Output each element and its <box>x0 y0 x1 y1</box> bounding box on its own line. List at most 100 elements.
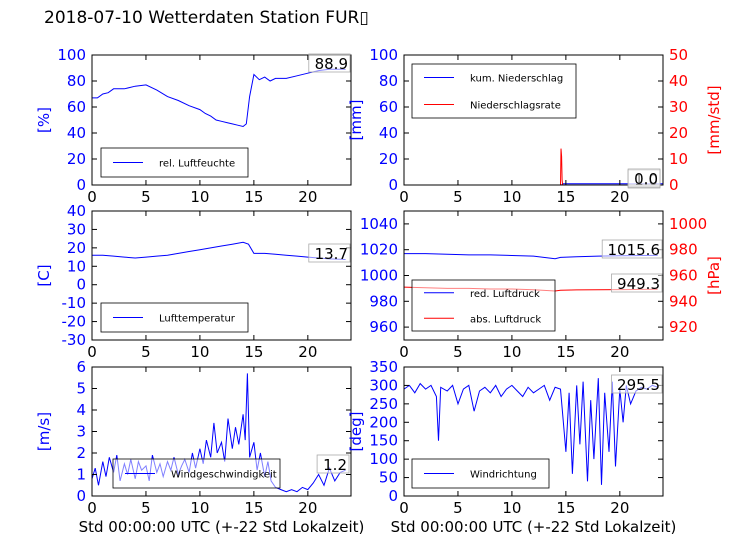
y-tick-label: -20 <box>62 313 87 331</box>
x-tick-label: 5 <box>453 499 463 517</box>
x-axis-label: Std 00:00:00 UTC (+-22 Std Lokalzeit) <box>391 518 677 536</box>
y-tick-label: 50 <box>379 469 398 487</box>
series-line-precip-1 <box>404 148 663 186</box>
axes-frame <box>91 210 352 341</box>
x-tick-label: 0 <box>399 499 409 517</box>
y-tick-label: 1000 <box>360 267 398 285</box>
x-tick-label: 10 <box>190 188 209 206</box>
x-tick-label: 15 <box>244 499 263 517</box>
x-tick-label: 10 <box>502 343 521 361</box>
y2-tick-label: 40 <box>669 72 688 90</box>
y-tick-label: 100 <box>369 46 398 64</box>
legend-label: Niederschlagsrate <box>470 101 561 112</box>
x-tick-label: 15 <box>556 343 575 361</box>
value-label-box <box>611 374 663 394</box>
y-tick-label: 0 <box>76 176 86 194</box>
x-tick-label: 10 <box>502 499 521 517</box>
y-tick-label: 100 <box>57 46 86 64</box>
y2-tick-label: 20 <box>669 124 688 142</box>
legend-box <box>411 63 577 119</box>
legend-label: kum. Niederschlag <box>470 74 563 85</box>
x-tick-label: 5 <box>453 343 463 361</box>
y-tick-label: -30 <box>62 331 87 349</box>
y-tick-label: 40 <box>67 202 86 220</box>
legend-label: abs. Luftdruck <box>470 314 541 325</box>
y-tick-label: 1040 <box>360 215 398 233</box>
chart-humidity: 0 5 10 15 20 0 20 40 60 80 100 [%] 88.9 rel. Luftfeuc… <box>35 46 352 206</box>
y-axis-label: [mm] <box>347 100 365 141</box>
x-tick-label: 20 <box>610 499 629 517</box>
y-tick-label: 1 <box>76 466 86 484</box>
y-tick-label: 1020 <box>360 241 398 259</box>
x-tick-label: 0 <box>399 343 409 361</box>
y-tick-label: 150 <box>369 432 398 450</box>
x-tick-label: 15 <box>244 188 263 206</box>
x-tick-label: 0 <box>87 343 97 361</box>
y-tick-label: 40 <box>379 124 398 142</box>
y-axis-label: [%] <box>35 107 53 133</box>
y2-tick-label: 30 <box>669 98 688 116</box>
y-tick-label: -10 <box>62 294 87 312</box>
y-tick-label: 5 <box>76 380 86 398</box>
chart-temperature: 0 5 10 15 20-30-20-10010203040[C]13.7Lufttem… <box>35 202 352 361</box>
y-tick-label: 300 <box>369 376 398 394</box>
legend-label: Windrichtung <box>470 470 537 481</box>
x-tick-label: 5 <box>141 499 151 517</box>
x-tick-label: 10 <box>502 188 521 206</box>
y-tick-label: 0 <box>388 487 398 505</box>
y-tick-label: 10 <box>67 257 86 275</box>
y-tick-label: 980 <box>369 292 398 310</box>
y-tick-label: 3 <box>76 423 86 441</box>
x-tick-label: 15 <box>556 188 575 206</box>
x-tick-label: 20 <box>298 188 317 206</box>
axes-frame <box>91 54 352 186</box>
legend-label: Windgeschwindigkeit <box>171 470 277 481</box>
y-tick-label: 200 <box>369 413 398 431</box>
y2-tick-label: 0 <box>669 176 679 194</box>
y-tick-label: 250 <box>369 395 398 413</box>
y2-tick-label: 980 <box>669 241 698 259</box>
y2-tick-label: 50 <box>669 46 688 64</box>
value-label-box <box>308 53 351 73</box>
y-tick-label: 100 <box>369 450 398 468</box>
x-tick-label: 20 <box>298 343 317 361</box>
y-tick-label: 20 <box>379 150 398 168</box>
legend-label: Lufttemperatur <box>159 314 236 325</box>
y-axis-label: [C] <box>35 264 53 286</box>
y-axis-label: [m/s] <box>35 412 53 451</box>
chart-pressure: 0 5 10 15 20 960 980 1000 1020 1040 920 940 960 980 10… <box>360 210 723 361</box>
y-axis-label: [deg] <box>347 412 365 452</box>
y-tick-label: 40 <box>67 124 86 142</box>
y2-axis-label: [mm/std] <box>705 85 723 154</box>
x-tick-label: 20 <box>610 343 629 361</box>
axes-frame <box>403 54 664 186</box>
value-label: 13.7 <box>315 245 348 263</box>
y-tick-label: 60 <box>379 98 398 116</box>
y-tick-label: 60 <box>67 98 86 116</box>
y-tick-label: 20 <box>67 239 86 257</box>
series-line-wind-direction-0 <box>403 378 658 485</box>
value-label: 1.2 <box>323 456 347 474</box>
x-tick-label: 5 <box>141 188 151 206</box>
y-tick-label: 30 <box>67 220 86 238</box>
series-line-temperature-0 <box>92 241 346 260</box>
legend-label: red. Luftdruck <box>470 289 540 300</box>
y2-tick-label: 1000 <box>669 215 707 233</box>
y-tick-label: 6 <box>76 358 86 376</box>
x-tick-label: 0 <box>87 499 97 517</box>
x-tick-label: 15 <box>556 499 575 517</box>
value-label: 295.5 <box>617 376 660 394</box>
y-tick-label: 350 <box>369 358 398 376</box>
y2-tick-label: 10 <box>669 150 688 168</box>
value-label-box <box>316 454 350 474</box>
y-tick-label: 0 <box>76 276 86 294</box>
x-axis-label: Std 00:00:00 UTC (+-22 Std Lokalzeit) <box>79 518 365 536</box>
y-tick-label: 80 <box>379 72 398 90</box>
x-tick-label: 20 <box>610 188 629 206</box>
value-label: 0.0 <box>634 170 658 188</box>
x-tick-label: 0 <box>399 188 409 206</box>
y-tick-label: 0 <box>388 176 398 194</box>
y-tick-label: 0 <box>76 487 86 505</box>
